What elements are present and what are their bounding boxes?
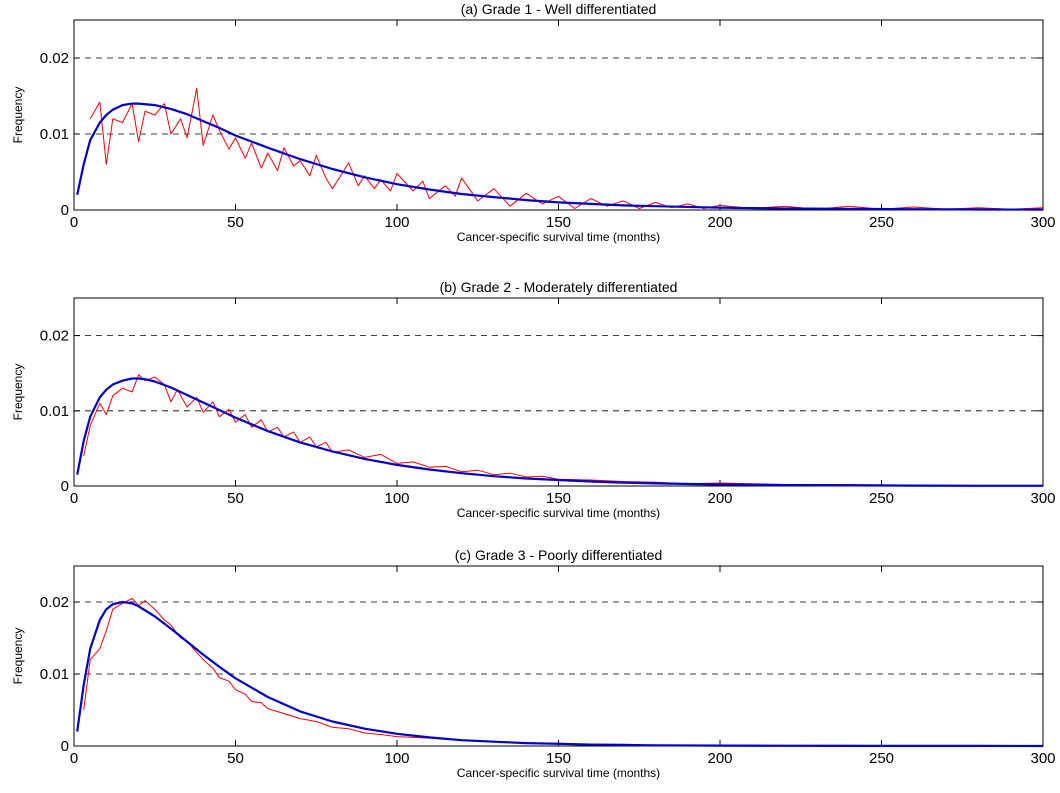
- plot-frame: [73, 565, 1044, 747]
- empirical-frequency-line: [89, 87, 1044, 210]
- fitted-curve-line: [76, 377, 1043, 487]
- fitted-curve-line: [76, 102, 1044, 211]
- x-axis-label: Cancer-specific survival time (months): [457, 766, 660, 780]
- x-tick-label: 250: [869, 214, 894, 231]
- y-tick-label: 0.02: [40, 594, 69, 611]
- plot-frame: [73, 297, 1044, 487]
- x-tick-label: 50: [227, 490, 244, 507]
- x-tick-label: 0: [70, 214, 78, 231]
- x-tick-label: 150: [546, 214, 571, 231]
- x-axis-label: Cancer-specific survival time (months): [457, 230, 660, 244]
- x-tick-label: 300: [1030, 490, 1055, 507]
- plot-frame: [73, 19, 1044, 211]
- x-tick-label: 0: [70, 750, 78, 767]
- chart-panel-1: 0 0.01 0.02 0 50 100 150 200 250 300 (a) Grade 1 -…: [11, 1, 1056, 244]
- x-tick-label: 0: [70, 490, 78, 507]
- x-tick-label: 100: [384, 490, 409, 507]
- x-tick-label: 100: [384, 750, 409, 767]
- y-tick-label: 0.02: [40, 328, 69, 345]
- y-tick-label: 0.01: [40, 403, 69, 420]
- y-axis-label: Frequency: [11, 364, 25, 421]
- fitted-curve-line: [76, 600, 1044, 748]
- x-tick-label: 200: [707, 490, 732, 507]
- chart-title: (c) Grade 3 - Poorly differentiated: [455, 547, 663, 563]
- x-tick-label: 50: [227, 214, 244, 231]
- x-tick-label: 150: [546, 490, 571, 507]
- x-tick-label: 200: [707, 750, 732, 767]
- y-tick-label: 0: [61, 738, 69, 755]
- chart-title: (b) Grade 2 - Moderately differentiated: [440, 279, 678, 295]
- x-tick-label: 300: [1030, 214, 1055, 231]
- chart-title: (a) Grade 1 - Well differentiated: [461, 1, 657, 17]
- y-axis-label: Frequency: [11, 628, 25, 685]
- x-axis-label: Cancer-specific survival time (months): [457, 506, 660, 520]
- x-tick-label: 300: [1030, 750, 1055, 767]
- empirical-frequency-line: [83, 374, 1043, 486]
- x-tick-label: 250: [869, 490, 894, 507]
- chart-panel-3: 0 0.01 0.02 0 50 100 150 200 250 300 (c) Grade 3 -…: [11, 547, 1056, 780]
- y-tick-label: 0.01: [40, 666, 69, 683]
- y-tick-label: 0.02: [40, 50, 69, 67]
- x-tick-label: 200: [707, 214, 732, 231]
- y-tick-label: 0: [61, 202, 69, 219]
- y-tick-label: 0.01: [40, 126, 69, 143]
- x-tick-label: 100: [384, 214, 409, 231]
- x-tick-label: 50: [227, 750, 244, 767]
- x-tick-label: 150: [546, 750, 571, 767]
- x-tick-label: 250: [869, 750, 894, 767]
- y-tick-label: 0: [61, 478, 69, 495]
- chart-panel-2: 0 0.01 0.02 0 50 100 150 200 250 300 (b) Grade 2 -…: [11, 279, 1056, 520]
- y-axis-label: Frequency: [11, 87, 25, 144]
